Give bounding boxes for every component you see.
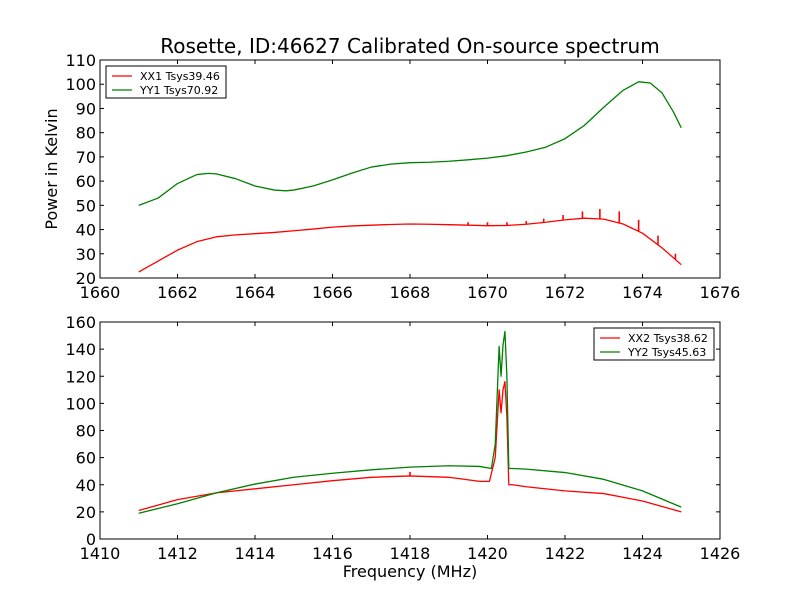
y-tick-label-bottom: 60	[76, 449, 96, 468]
x-tick-label-bottom: 1416	[312, 544, 353, 563]
x-tick-label-top: 1674	[622, 283, 663, 302]
y-tick-label-top: 60	[76, 172, 96, 191]
x-tick-label-bottom: 1424	[622, 544, 663, 563]
y-tick-label-bottom: 0	[86, 530, 96, 549]
x-axis-label: Frequency (MHz)	[343, 562, 477, 581]
series-line-bottom-2	[138, 330, 682, 514]
x-tick-label-bottom: 1426	[700, 544, 741, 563]
y-axis-label: Power in Kelvin	[42, 108, 61, 229]
y-tick-label-top: 30	[76, 245, 96, 264]
legend-label: YY2 Tsys45.63	[627, 346, 706, 359]
x-tick-label-bottom: 1418	[390, 544, 431, 563]
legend-box	[593, 327, 715, 361]
series-line-top-2	[138, 81, 682, 206]
y-tick-label-bottom: 100	[65, 394, 96, 413]
y-tick-label-bottom: 80	[76, 422, 96, 441]
y-tick-label-bottom: 140	[65, 340, 96, 359]
y-tick-label-top: 80	[76, 124, 96, 143]
x-tick-label-bottom: 1420	[467, 544, 508, 563]
y-tick-label-top: 50	[76, 196, 96, 215]
x-tick-label-top: 1670	[467, 283, 508, 302]
plot-area-top	[138, 81, 682, 273]
x-tick-label-top: 1666	[312, 283, 353, 302]
x-tick-label-top: 1660	[80, 283, 121, 302]
y-tick-label-bottom: 160	[65, 313, 96, 332]
legend-label: YY1 Tsys70.92	[139, 84, 218, 97]
legend-label: XX1 Tsys39.46	[140, 70, 220, 83]
y-tick-label-top: 20	[76, 269, 96, 288]
x-tick-label-bottom: 1410	[80, 544, 121, 563]
y-tick-label-bottom: 40	[76, 476, 96, 495]
legend-label: XX2 Tsys38.62	[628, 332, 708, 345]
top-panel: 1660 1662 1664 1666 1668 1670 1672 1674 1676 20 30…	[65, 51, 740, 302]
y-tick-label-bottom: 20	[76, 503, 96, 522]
x-tick-label-top: 1676	[700, 283, 741, 302]
x-tick-label-bottom: 1414	[235, 544, 276, 563]
y-tick-label-bottom: 120	[65, 367, 96, 386]
y-tick-label-top: 70	[76, 148, 96, 167]
x-tick-label-bottom: 1422	[545, 544, 586, 563]
y-tick-label-top: 90	[76, 99, 96, 118]
x-tick-label-bottom: 1412	[157, 544, 198, 563]
x-tick-label-top: 1664	[235, 283, 276, 302]
bottom-panel: 1410 1412 1414 1416 1418 1420 1422 1424 1426 0 20 4…	[65, 313, 740, 563]
y-tick-label-top: 100	[65, 75, 96, 94]
legend-box	[105, 65, 227, 99]
chart-title: Rosette, ID:46627 Calibrated On-source s…	[160, 34, 659, 58]
y-tick-label-top: 110	[65, 51, 96, 70]
x-tick-label-top: 1672	[545, 283, 586, 302]
x-tick-label-top: 1662	[157, 283, 198, 302]
y-tick-label-top: 40	[76, 221, 96, 240]
series-line-top-1	[138, 217, 682, 273]
x-tick-label-top: 1668	[390, 283, 431, 302]
series-line-bottom-1	[138, 381, 682, 513]
plot-area-bottom	[138, 330, 682, 514]
